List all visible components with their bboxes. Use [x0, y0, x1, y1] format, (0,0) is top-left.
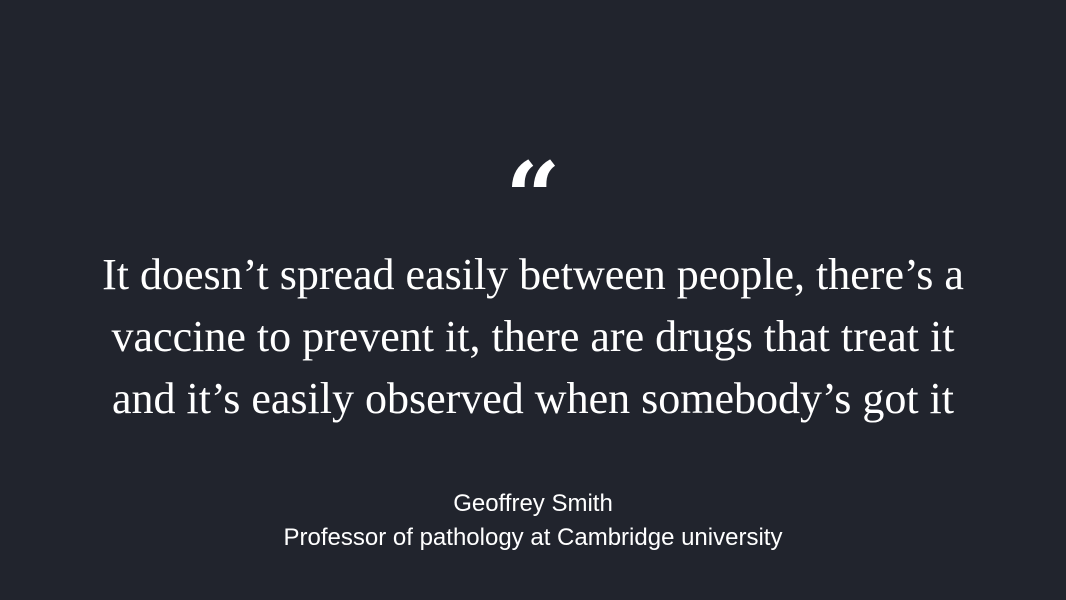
quote-line-3: and it’s easily observed when somebody’s…	[112, 374, 954, 423]
quote-text: It doesn’t spread easily between people,…	[40, 244, 1026, 430]
quote-line-1: It doesn’t spread easily between people,…	[102, 250, 964, 299]
quotation-mark-icon: “	[505, 141, 561, 254]
attribution-name: Geoffrey Smith	[453, 490, 613, 517]
attribution: Geoffrey Smith Professor of pathology at…	[0, 487, 1066, 555]
quote-line-2: vaccine to prevent it, there are drugs t…	[111, 312, 955, 361]
attribution-title: Professor of pathology at Cambridge univ…	[283, 524, 783, 551]
